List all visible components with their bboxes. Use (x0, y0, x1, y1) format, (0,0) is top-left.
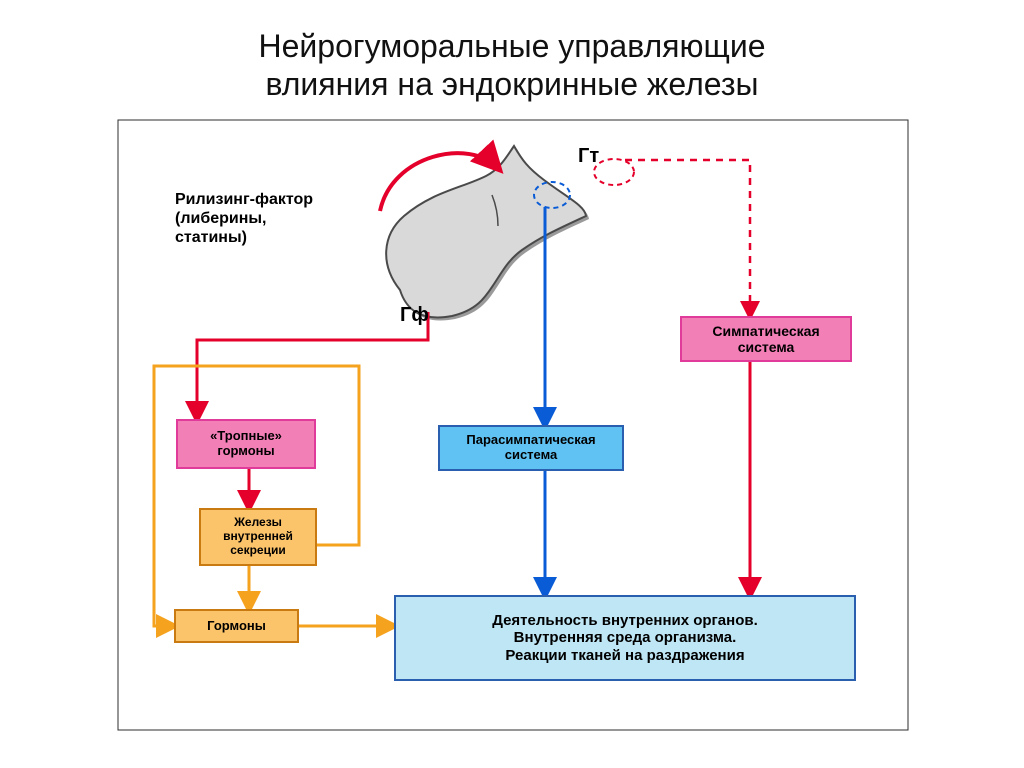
arrow-orangeGlandsUpLoop (154, 366, 359, 626)
box-sympathetic: Симпатическая система (680, 316, 852, 362)
box-hormones: Гормоны (174, 609, 299, 643)
box-tropic-hormones: «Тропные» гормоны (176, 419, 316, 469)
arrow-redCurve (380, 153, 498, 211)
box-endocrine-glands: Железы внутренней секреции (199, 508, 317, 566)
box-activity-label: Деятельность внутренних органов. Внутрен… (492, 612, 758, 664)
box-hormones-label: Гормоны (207, 619, 266, 634)
hypothalamus-pituitary-icon (386, 146, 586, 317)
diagram-stage: Нейрогуморальные управляющие влияния на … (0, 0, 1024, 768)
sympathetic-origin-icon (594, 159, 634, 185)
title-line-1: Нейрогуморальные управляющие (0, 28, 1024, 65)
label-gf: Гф (400, 304, 429, 327)
title-line-2: влияния на эндокринные железы (0, 66, 1024, 103)
box-parasymp-label: Парасимпатическая система (466, 433, 595, 463)
parasympathetic-origin-icon (534, 182, 570, 208)
box-organ-activity: Деятельность внутренних органов. Внутрен… (394, 595, 856, 681)
box-tropic-label: «Тропные» гормоны (210, 429, 282, 459)
box-glands-label: Железы внутренней секреции (223, 516, 293, 557)
box-symp-label: Симпатическая система (712, 323, 819, 355)
hypothalamus-pituitary-shadow (389, 149, 589, 320)
arrow-redDownLeft (197, 312, 428, 419)
label-releasing-factor: Рилизинг-фактор (либерины, статины) (175, 190, 375, 248)
box-parasympathetic: Парасимпатическая система (438, 425, 624, 471)
gland-inner-line (492, 195, 498, 226)
arrow-redDashedToSymp (625, 160, 750, 316)
label-gt: Гт (578, 145, 599, 168)
